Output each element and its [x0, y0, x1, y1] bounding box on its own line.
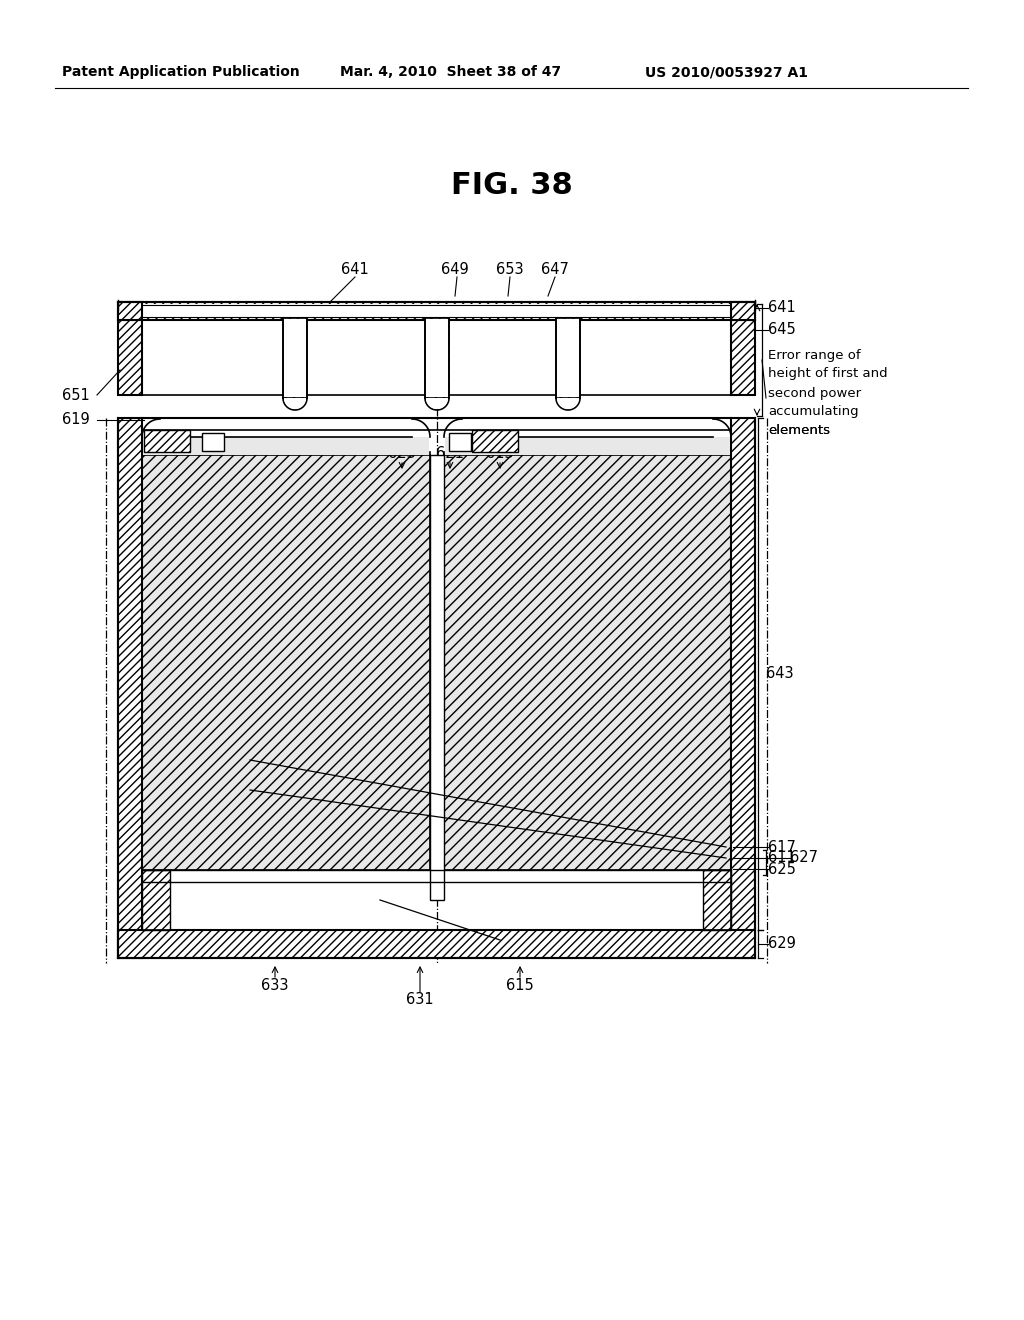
- Bar: [202, 433, 224, 451]
- Text: Patent Application Publication: Patent Application Publication: [62, 65, 300, 79]
- Bar: [472, 430, 518, 451]
- Bar: [284, 319, 306, 397]
- Polygon shape: [426, 399, 449, 409]
- Bar: [144, 430, 190, 451]
- Text: accumulating: accumulating: [768, 405, 859, 418]
- Text: Mar. 4, 2010  Sheet 38 of 47: Mar. 4, 2010 Sheet 38 of 47: [340, 65, 561, 79]
- Bar: [118, 931, 755, 958]
- Text: US 2010/0053927 A1: US 2010/0053927 A1: [645, 65, 808, 79]
- Text: FIG. 38: FIG. 38: [452, 170, 572, 199]
- Bar: [142, 870, 170, 931]
- Text: 615: 615: [506, 978, 534, 993]
- Text: 617: 617: [768, 840, 796, 854]
- Bar: [731, 418, 755, 958]
- Text: 647: 647: [541, 263, 569, 277]
- Text: 629: 629: [768, 936, 796, 952]
- Text: 645: 645: [768, 322, 796, 338]
- Bar: [283, 318, 307, 399]
- Text: 641: 641: [341, 263, 369, 277]
- Bar: [118, 418, 142, 958]
- Text: 641: 641: [768, 301, 796, 315]
- Text: 633: 633: [261, 978, 289, 993]
- Bar: [142, 304, 731, 318]
- Bar: [142, 455, 430, 870]
- Text: elements: elements: [768, 425, 830, 437]
- Bar: [143, 437, 429, 455]
- Bar: [703, 870, 731, 931]
- Bar: [426, 319, 449, 397]
- Text: second power: second power: [768, 387, 861, 400]
- Bar: [444, 455, 731, 870]
- Bar: [445, 437, 730, 455]
- Text: 621: 621: [436, 446, 464, 461]
- Text: 625: 625: [768, 862, 796, 876]
- Text: 649: 649: [441, 263, 469, 277]
- Bar: [556, 318, 580, 399]
- Bar: [425, 318, 449, 399]
- Bar: [118, 319, 142, 395]
- Text: 613: 613: [486, 446, 514, 461]
- Text: elements: elements: [768, 425, 830, 437]
- Text: height of first and: height of first and: [768, 367, 888, 380]
- Bar: [118, 302, 755, 319]
- Text: 631: 631: [407, 993, 434, 1007]
- Text: 611: 611: [768, 850, 796, 866]
- Polygon shape: [557, 399, 579, 409]
- Bar: [731, 319, 755, 395]
- Text: 619: 619: [62, 412, 90, 428]
- Text: Error range of: Error range of: [768, 348, 860, 362]
- Text: 623: 623: [388, 446, 416, 461]
- Bar: [731, 302, 755, 319]
- Text: 653: 653: [497, 263, 524, 277]
- Bar: [449, 433, 471, 451]
- Text: 651: 651: [62, 388, 90, 403]
- Bar: [557, 319, 579, 397]
- Text: 627: 627: [790, 850, 818, 866]
- Text: 643: 643: [766, 667, 794, 681]
- Bar: [118, 302, 142, 319]
- Polygon shape: [284, 399, 306, 409]
- Bar: [430, 455, 444, 900]
